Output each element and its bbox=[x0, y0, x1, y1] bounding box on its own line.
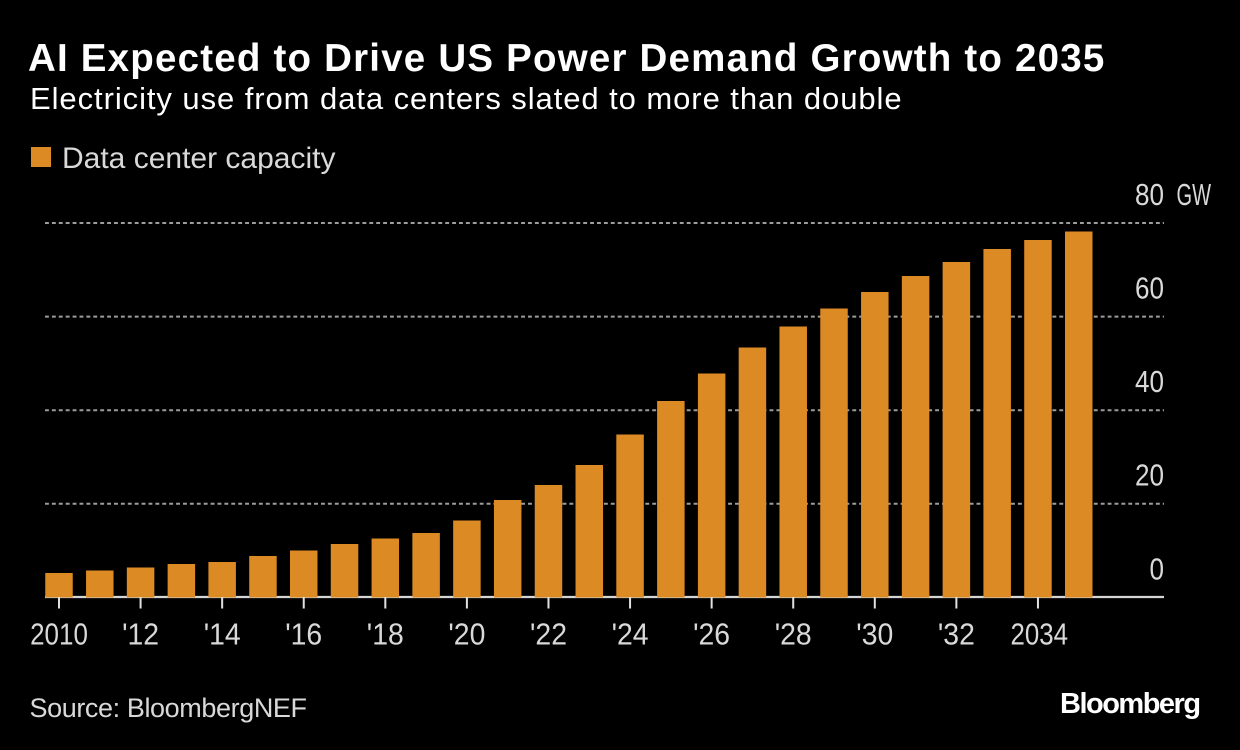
svg-text:'12: '12 bbox=[122, 617, 159, 652]
svg-text:2010: 2010 bbox=[30, 617, 88, 652]
svg-text:60: 60 bbox=[1135, 271, 1164, 306]
svg-text:80: 80 bbox=[1135, 177, 1164, 212]
svg-text:'20: '20 bbox=[448, 617, 485, 652]
svg-text:'30: '30 bbox=[856, 617, 893, 652]
svg-text:'18: '18 bbox=[367, 617, 404, 652]
svg-text:20: 20 bbox=[1135, 458, 1164, 493]
svg-text:'16: '16 bbox=[285, 617, 322, 652]
svg-text:'28: '28 bbox=[775, 617, 812, 652]
svg-text:40: 40 bbox=[1135, 364, 1164, 399]
svg-text:'14: '14 bbox=[204, 617, 241, 652]
svg-text:'22: '22 bbox=[530, 617, 567, 652]
svg-text:'32: '32 bbox=[938, 617, 975, 652]
svg-text:GW: GW bbox=[1177, 177, 1212, 212]
svg-text:'26: '26 bbox=[693, 617, 730, 652]
svg-text:2034: 2034 bbox=[1011, 617, 1069, 652]
svg-text:0: 0 bbox=[1150, 552, 1165, 587]
svg-text:'24: '24 bbox=[612, 617, 649, 652]
